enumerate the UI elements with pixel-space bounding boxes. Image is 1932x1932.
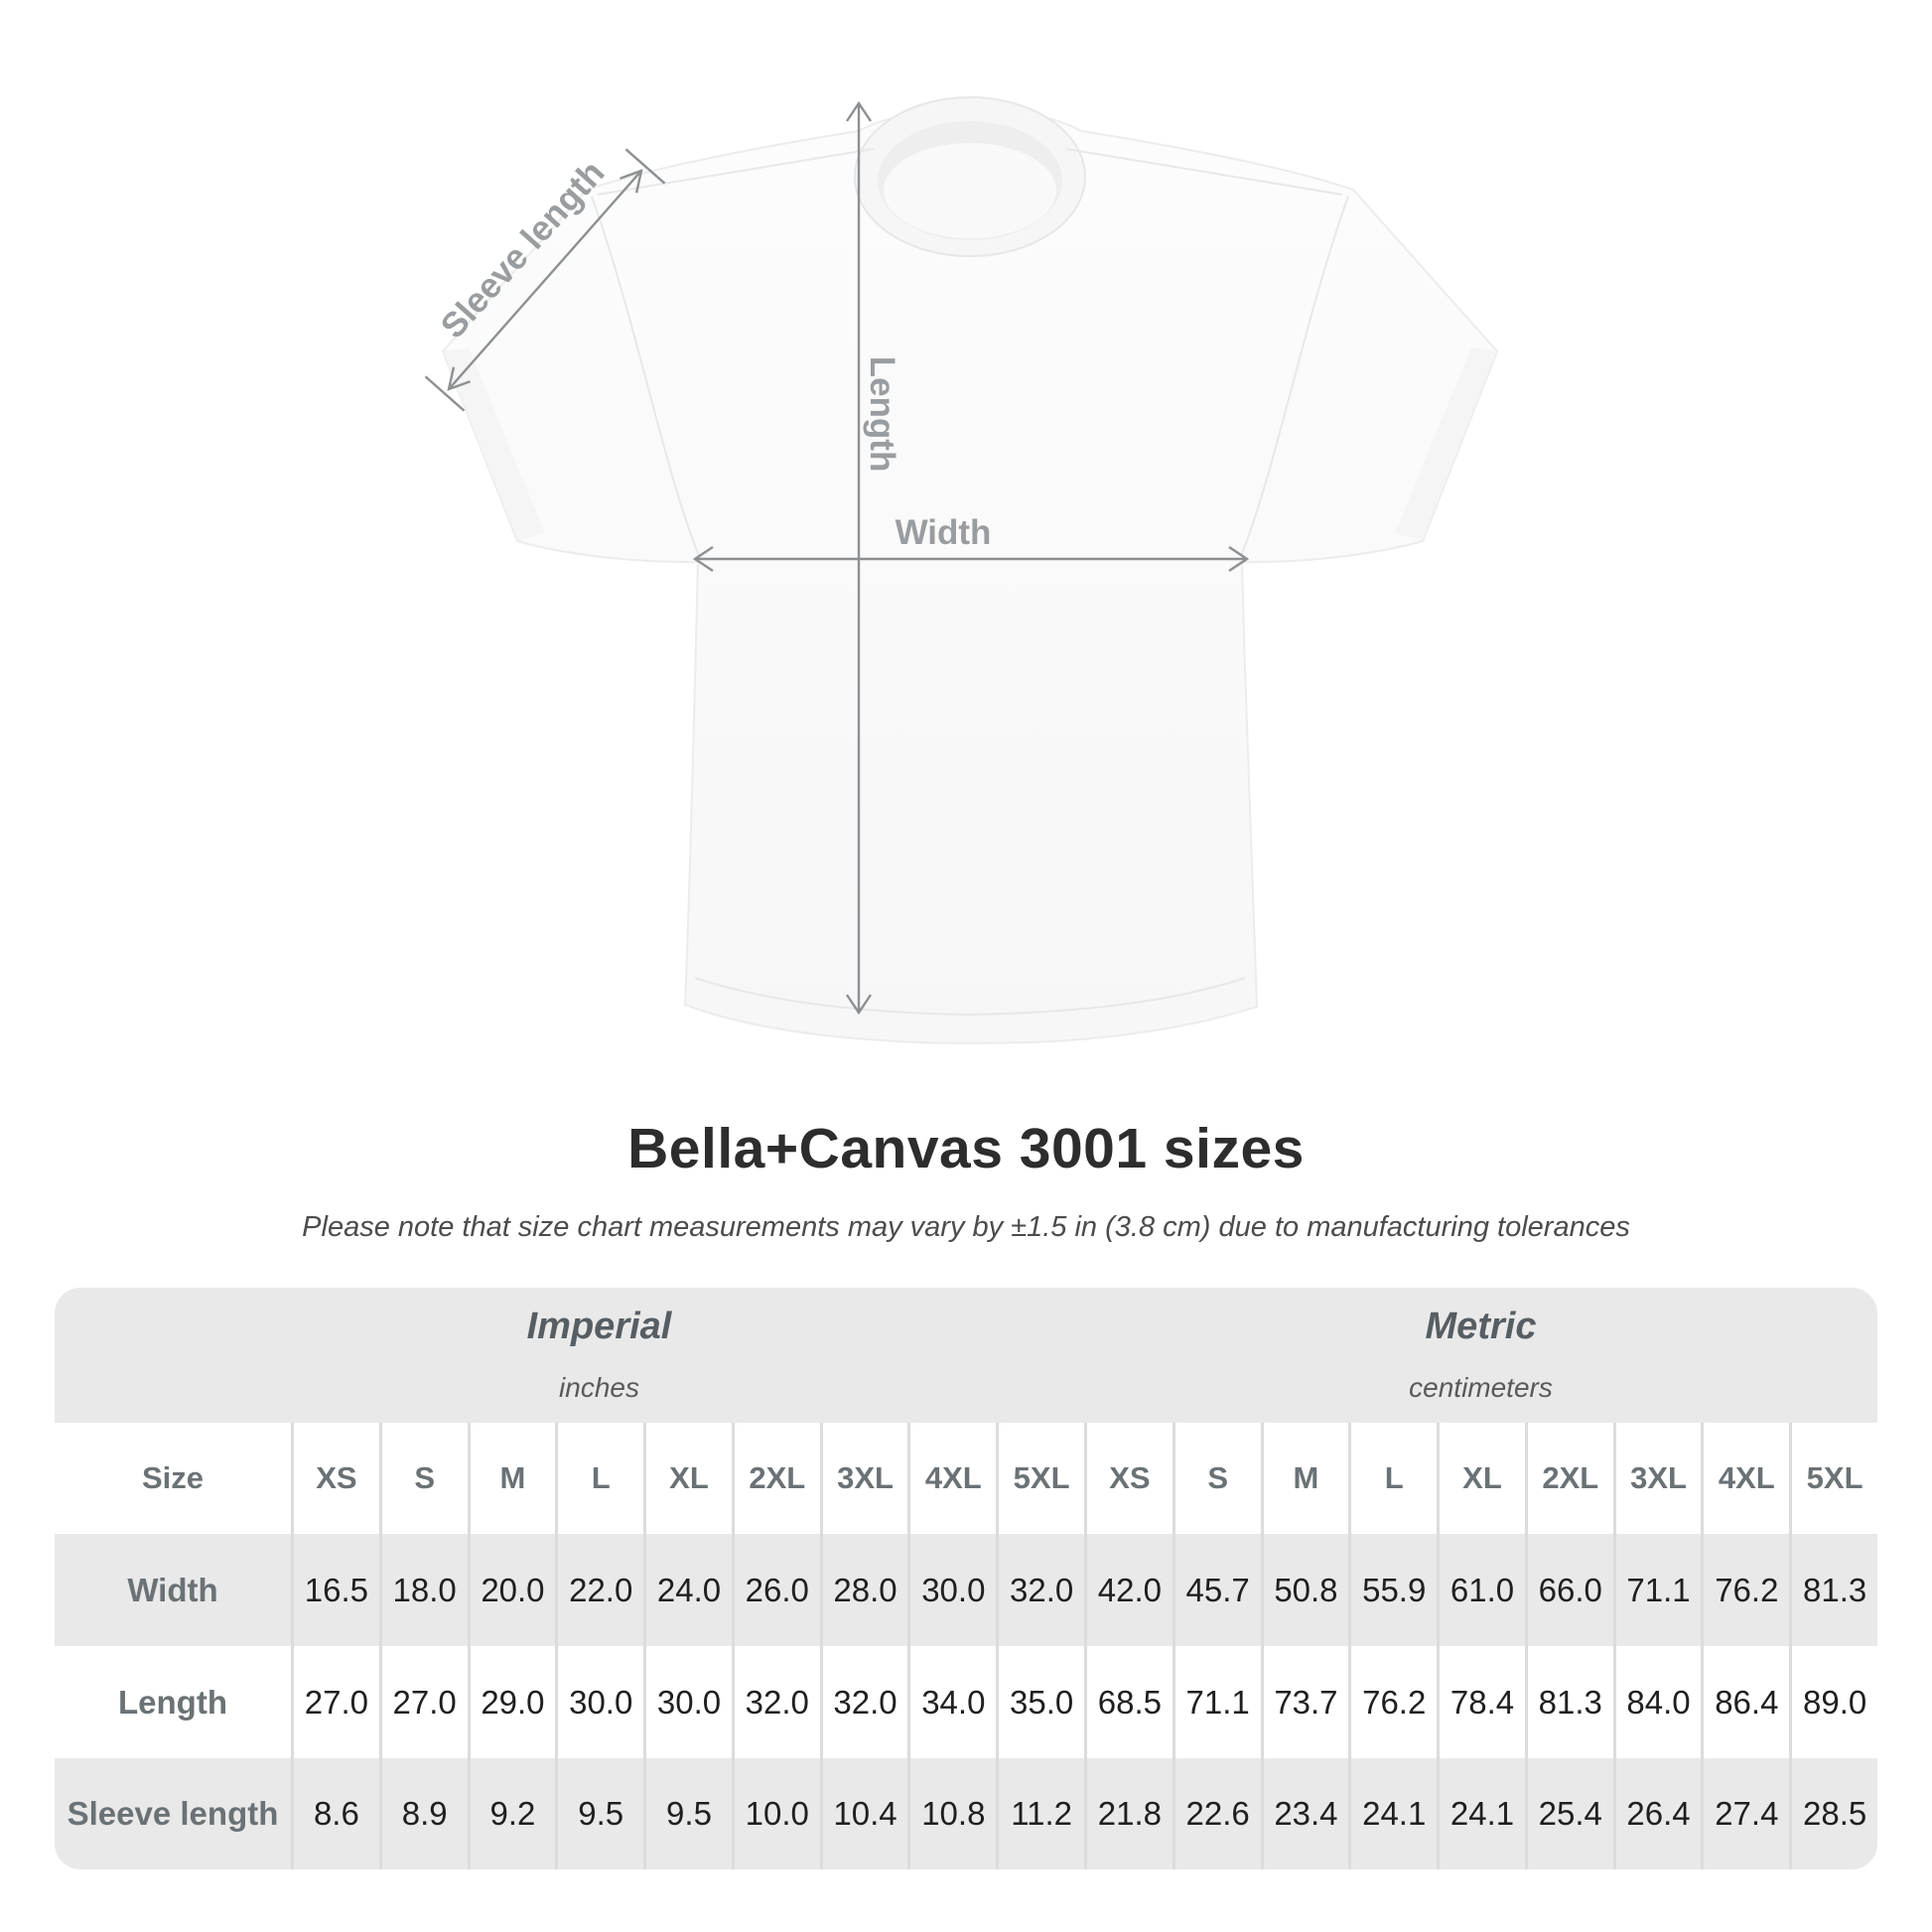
width-label: Width [896, 513, 992, 552]
size-col-imperial-l: L [555, 1423, 643, 1534]
sleeve-metric-s: 22.6 [1172, 1758, 1261, 1869]
length-metric-5xl: 89.0 [1789, 1646, 1877, 1758]
length-imperial-s: 27.0 [378, 1646, 468, 1758]
sleeve-imperial-xs: 8.6 [291, 1758, 379, 1869]
width-imperial-5xl: 32.0 [996, 1534, 1084, 1646]
sleeve-metric-m: 23.4 [1260, 1758, 1349, 1869]
length-imperial-l: 30.0 [555, 1646, 643, 1758]
table-row-sleeve-length: Sleeve length 8.6 8.9 9.2 9.5 9.5 10.0 1… [55, 1758, 1877, 1869]
width-metric-l: 55.9 [1348, 1534, 1437, 1646]
size-col-imperial-4xl: 4XL [907, 1423, 996, 1534]
size-col-metric-4xl: 4XL [1701, 1423, 1789, 1534]
length-imperial-3xl: 32.0 [819, 1646, 908, 1758]
sleeve-metric-3xl: 26.4 [1612, 1758, 1702, 1869]
width-imperial-m: 20.0 [467, 1534, 556, 1646]
width-imperial-2xl: 26.0 [731, 1534, 820, 1646]
metric-unit: centimeters [1409, 1372, 1553, 1403]
width-imperial-xl: 24.0 [643, 1534, 732, 1646]
width-annotation [692, 546, 1250, 572]
width-metric-5xl: 81.3 [1789, 1534, 1877, 1646]
width-imperial-l: 22.0 [555, 1534, 643, 1646]
size-col-imperial-xs: XS [291, 1423, 379, 1534]
sleeve-imperial-5xl: 11.2 [996, 1758, 1084, 1869]
width-metric-xl: 61.0 [1437, 1534, 1525, 1646]
size-col-metric-l: L [1348, 1423, 1437, 1534]
size-col-metric-5xl: 5XL [1789, 1423, 1877, 1534]
page-title: Bella+Canvas 3001 sizes [627, 1117, 1305, 1180]
size-col-metric-xl: XL [1437, 1423, 1525, 1534]
length-metric-xl: 78.4 [1437, 1646, 1525, 1758]
sleeve-imperial-m: 9.2 [467, 1758, 556, 1869]
size-col-metric-s: S [1172, 1423, 1261, 1534]
length-metric-s: 71.1 [1172, 1646, 1261, 1758]
sleeve-imperial-3xl: 10.4 [819, 1758, 908, 1869]
imperial-label: Imperial [526, 1306, 672, 1347]
width-metric-s: 45.7 [1172, 1534, 1261, 1646]
width-metric-xs: 42.0 [1084, 1534, 1173, 1646]
sleeve-imperial-xl: 9.5 [643, 1758, 732, 1869]
length-metric-4xl: 86.4 [1701, 1646, 1789, 1758]
size-col-imperial-s: S [378, 1423, 468, 1534]
sleeve-imperial-l: 9.5 [555, 1758, 643, 1869]
length-imperial-xs: 27.0 [291, 1646, 379, 1758]
sleeve-imperial-s: 8.9 [378, 1758, 468, 1869]
size-corner-label: Size [141, 1460, 205, 1495]
collar-inner-back [884, 143, 1056, 238]
metric-group-header: Metric centimeters [1084, 1288, 1877, 1423]
size-col-imperial-m: M [467, 1423, 556, 1534]
row-label-sleeve-length: Sleeve length [67, 1795, 279, 1832]
length-imperial-5xl: 35.0 [996, 1646, 1084, 1758]
length-metric-xs: 68.5 [1084, 1646, 1173, 1758]
size-col-imperial-3xl: 3XL [819, 1423, 908, 1534]
length-imperial-xl: 30.0 [643, 1646, 732, 1758]
sleeve-metric-2xl: 25.4 [1524, 1758, 1613, 1869]
length-imperial-4xl: 34.0 [907, 1646, 996, 1758]
length-label: Length [863, 356, 901, 473]
size-col-imperial-xl: XL [643, 1423, 732, 1534]
sleeve-metric-4xl: 27.4 [1701, 1758, 1789, 1869]
length-imperial-2xl: 32.0 [731, 1646, 820, 1758]
size-col-metric-2xl: 2XL [1524, 1423, 1613, 1534]
size-table: Imperial inches Metric centimeters Size … [55, 1288, 1877, 1869]
width-imperial-xs: 16.5 [291, 1534, 379, 1646]
sleeve-metric-xs: 21.8 [1084, 1758, 1173, 1869]
unit-group-header: Imperial inches Metric centimeters [55, 1288, 1877, 1423]
length-metric-2xl: 81.3 [1524, 1646, 1613, 1758]
length-metric-3xl: 84.0 [1612, 1646, 1702, 1758]
size-col-imperial-5xl: 5XL [996, 1423, 1084, 1534]
width-imperial-3xl: 28.0 [819, 1534, 908, 1646]
width-imperial-s: 18.0 [378, 1534, 468, 1646]
sleeve-metric-5xl: 28.5 [1789, 1758, 1877, 1869]
table-row-width: Width 16.5 18.0 20.0 22.0 24.0 26.0 28.0… [55, 1534, 1877, 1646]
width-metric-m: 50.8 [1260, 1534, 1349, 1646]
width-metric-2xl: 66.0 [1524, 1534, 1613, 1646]
tshirt-graphic [441, 96, 1499, 1044]
table-row-length: Length 27.0 27.0 29.0 30.0 30.0 32.0 32.… [55, 1646, 1877, 1758]
size-header-row: Size XS S M L XL 2XL 3XL 4XL 5XL XS S M … [55, 1423, 1877, 1534]
sleeve-imperial-2xl: 10.0 [731, 1758, 820, 1869]
width-metric-4xl: 76.2 [1701, 1534, 1789, 1646]
sleeve-metric-xl: 24.1 [1437, 1758, 1525, 1869]
size-col-imperial-2xl: 2XL [731, 1423, 820, 1534]
size-col-metric-3xl: 3XL [1612, 1423, 1702, 1534]
size-col-metric-xs: XS [1084, 1423, 1173, 1534]
row-label-length: Length [118, 1683, 227, 1721]
imperial-unit: inches [559, 1372, 639, 1403]
sleeve-length-annotation [424, 148, 666, 412]
imperial-group-header: Imperial inches [55, 1288, 1084, 1423]
tshirt-measurement-diagram: Sleeve length Length Width [424, 96, 1499, 1044]
sleeve-metric-l: 24.1 [1348, 1758, 1437, 1869]
metric-label: Metric [1425, 1306, 1537, 1347]
length-imperial-m: 29.0 [467, 1646, 556, 1758]
sleeve-imperial-4xl: 10.8 [907, 1758, 996, 1869]
length-metric-m: 73.7 [1260, 1646, 1349, 1758]
page-subtitle: Please note that size chart measurements… [302, 1211, 1630, 1243]
row-label-width: Width [127, 1571, 218, 1608]
width-imperial-4xl: 30.0 [907, 1534, 996, 1646]
width-metric-3xl: 71.1 [1612, 1534, 1702, 1646]
length-metric-l: 76.2 [1348, 1646, 1437, 1758]
size-col-metric-m: M [1260, 1423, 1349, 1534]
